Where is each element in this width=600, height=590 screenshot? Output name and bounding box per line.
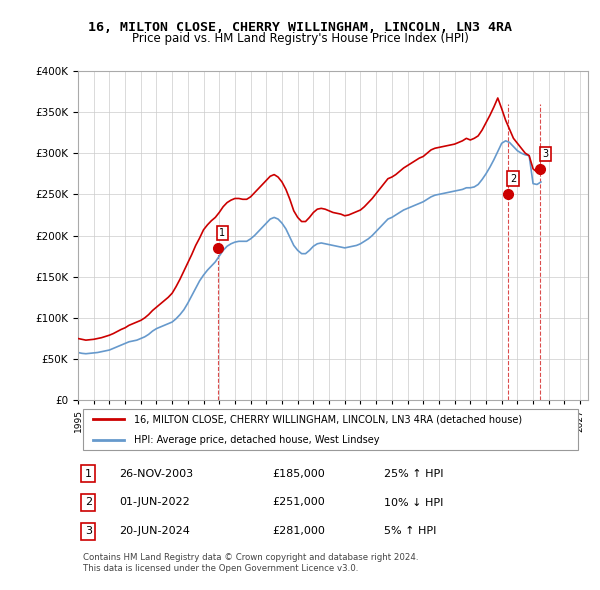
Text: Price paid vs. HM Land Registry's House Price Index (HPI): Price paid vs. HM Land Registry's House … bbox=[131, 32, 469, 45]
Text: 01-JUN-2022: 01-JUN-2022 bbox=[119, 497, 190, 507]
Text: 1: 1 bbox=[220, 228, 226, 238]
Text: HPI: Average price, detached house, West Lindsey: HPI: Average price, detached house, West… bbox=[134, 435, 380, 445]
Text: 3: 3 bbox=[85, 526, 92, 536]
Text: £185,000: £185,000 bbox=[272, 468, 325, 478]
Text: 3: 3 bbox=[542, 149, 548, 159]
Text: 16, MILTON CLOSE, CHERRY WILLINGHAM, LINCOLN, LN3 4RA: 16, MILTON CLOSE, CHERRY WILLINGHAM, LIN… bbox=[88, 21, 512, 34]
Text: 10% ↓ HPI: 10% ↓ HPI bbox=[384, 497, 443, 507]
Text: £251,000: £251,000 bbox=[272, 497, 325, 507]
Text: 2: 2 bbox=[85, 497, 92, 507]
Text: £281,000: £281,000 bbox=[272, 526, 325, 536]
Text: 2: 2 bbox=[510, 173, 516, 183]
Text: 20-JUN-2024: 20-JUN-2024 bbox=[119, 526, 190, 536]
Text: 16, MILTON CLOSE, CHERRY WILLINGHAM, LINCOLN, LN3 4RA (detached house): 16, MILTON CLOSE, CHERRY WILLINGHAM, LIN… bbox=[134, 414, 522, 424]
Text: 1: 1 bbox=[85, 468, 92, 478]
Text: 26-NOV-2003: 26-NOV-2003 bbox=[119, 468, 193, 478]
Text: 25% ↑ HPI: 25% ↑ HPI bbox=[384, 468, 443, 478]
Text: Contains HM Land Registry data © Crown copyright and database right 2024.
This d: Contains HM Land Registry data © Crown c… bbox=[83, 553, 419, 573]
Text: 5% ↑ HPI: 5% ↑ HPI bbox=[384, 526, 436, 536]
FancyBboxPatch shape bbox=[83, 409, 578, 450]
